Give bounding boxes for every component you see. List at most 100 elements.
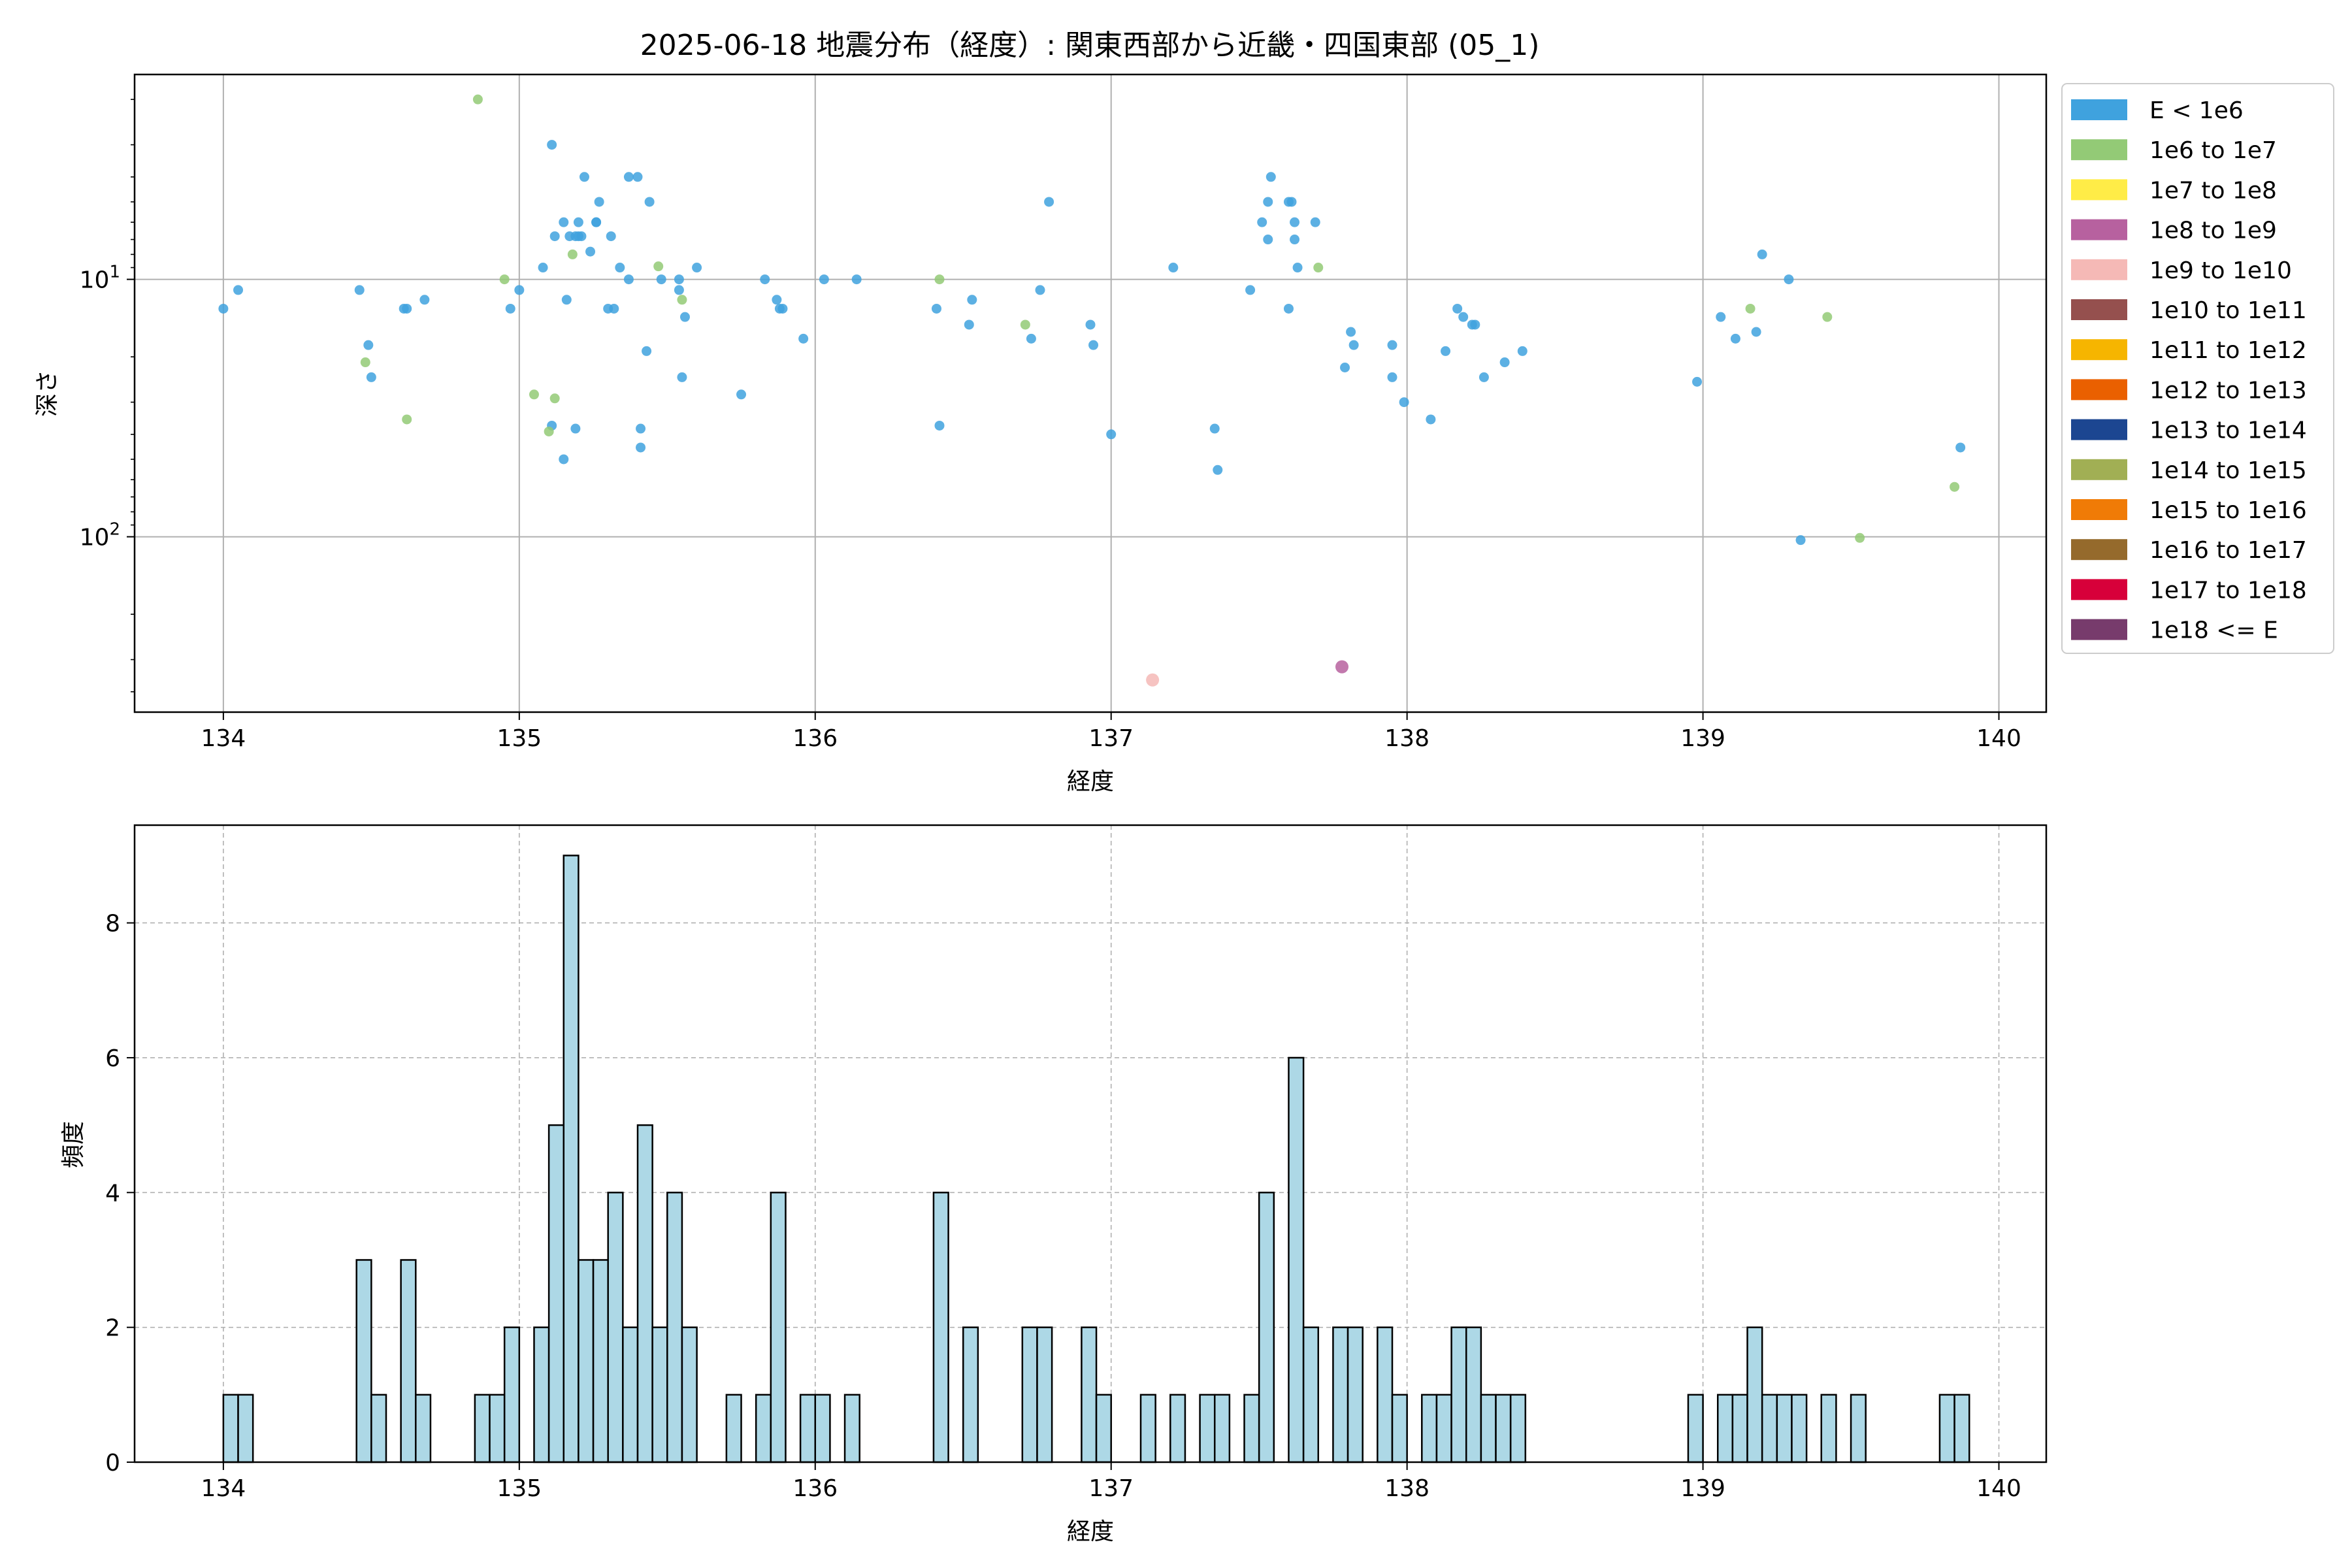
scatter-point — [591, 217, 602, 227]
scatter-point — [1692, 376, 1703, 387]
scatter-gridlines — [135, 74, 2046, 712]
scatter-y-tick-label: 101 — [80, 263, 120, 294]
scatter-point — [674, 274, 684, 285]
histogram-bar — [1021, 1326, 1038, 1463]
histogram-x-tick-label: 139 — [1680, 1475, 1725, 1502]
legend-swatch — [2071, 539, 2127, 561]
scatter-point — [570, 423, 581, 434]
scatter-point — [1340, 362, 1350, 372]
scatter-y-tick-label: 102 — [80, 520, 120, 551]
scatter-point — [233, 285, 244, 295]
histogram-bar — [1169, 1394, 1186, 1463]
histogram-bar — [1938, 1394, 1955, 1463]
histogram-x-tick-label: 138 — [1384, 1475, 1429, 1502]
scatter-point — [363, 340, 374, 350]
scatter-point — [499, 274, 510, 285]
scatter-point — [760, 274, 770, 285]
histogram-bar — [843, 1394, 860, 1463]
histogram-bar — [237, 1394, 254, 1463]
scatter-point — [656, 274, 666, 285]
scatter-point — [1716, 312, 1726, 322]
scatter-point — [644, 197, 655, 207]
histogram-bar — [1761, 1394, 1778, 1463]
histogram-bar — [1243, 1394, 1260, 1463]
histogram-bar — [725, 1394, 742, 1463]
histogram-y-ticks: 0 2 4 6 8 — [105, 911, 135, 1477]
legend-label: 1e16 to 1e17 — [2149, 537, 2307, 564]
legend-label: 1e13 to 1e14 — [2149, 417, 2307, 444]
histogram-bar — [1746, 1326, 1763, 1463]
histogram-bar — [1095, 1394, 1112, 1463]
histogram-bar — [962, 1326, 979, 1463]
histogram-x-ticks: 134 135 136 137 138 139 140 — [201, 1462, 2021, 1502]
legend-label: 1e9 to 1e10 — [2149, 257, 2292, 284]
histogram-bar — [1435, 1394, 1452, 1463]
scatter-point — [1458, 312, 1469, 322]
scatter-point — [1088, 340, 1099, 350]
scatter-point — [366, 372, 376, 382]
scatter-point — [1955, 442, 1966, 453]
scatter-point — [653, 261, 664, 272]
scatter-point — [567, 249, 578, 259]
scatter-point — [679, 312, 690, 322]
scatter-point — [529, 389, 539, 400]
scatter-point — [1387, 372, 1397, 382]
legend-swatch — [2071, 99, 2127, 120]
legend-swatch — [2071, 579, 2127, 600]
legend-label: E < 1e6 — [2149, 97, 2244, 124]
scatter-point — [736, 389, 747, 400]
legend-swatch — [2071, 339, 2127, 361]
histogram-y-tick-label: 0 — [105, 1450, 120, 1477]
histogram-bar — [814, 1394, 831, 1463]
scatter-point — [1213, 465, 1223, 475]
histogram-y-tick-label: 4 — [105, 1180, 120, 1207]
histogram-bar — [1081, 1326, 1098, 1463]
scatter-point — [1026, 333, 1036, 344]
scatter-points — [218, 94, 1966, 687]
legend-label: 1e18 <= E — [2149, 617, 2278, 644]
scatter-point — [934, 274, 945, 285]
legend-swatch — [2071, 259, 2127, 280]
histogram-bar — [547, 1124, 565, 1463]
histogram-bar — [578, 1259, 595, 1463]
scatter-point — [1399, 397, 1409, 408]
histogram-bar — [1953, 1394, 1970, 1463]
histogram-bar — [636, 1124, 653, 1463]
legend-label: 1e11 to 1e12 — [2149, 337, 2307, 364]
scatter-point — [1387, 340, 1397, 350]
scatter-point — [1346, 327, 1356, 337]
scatter-point — [1950, 482, 1960, 492]
histogram-x-tick-label: 134 — [201, 1475, 246, 1502]
histogram-bar — [563, 855, 580, 1463]
scatter-point — [1730, 333, 1740, 344]
scatter-point — [606, 231, 616, 242]
legend-swatch — [2071, 179, 2127, 201]
scatter-point — [964, 319, 974, 330]
scatter-point — [594, 197, 604, 207]
scatter-point — [1348, 340, 1359, 350]
histogram-bar — [1258, 1192, 1275, 1463]
scatter-x-tick-label: 136 — [792, 725, 838, 752]
scatter-axes-frame — [133, 73, 2048, 713]
scatter-point — [538, 263, 548, 273]
scatter-point — [1745, 303, 1756, 314]
histogram-bar — [1377, 1326, 1394, 1463]
histogram-bar — [400, 1259, 417, 1463]
scatter-point — [559, 217, 569, 227]
legend-label: 1e8 to 1e9 — [2149, 218, 2277, 244]
scatter-point — [1266, 172, 1276, 182]
scatter-x-tick-label: 140 — [1976, 725, 2021, 752]
scatter-point — [1209, 423, 1220, 434]
scatter-point — [549, 231, 560, 242]
scatter-point — [623, 274, 634, 285]
histogram-bar — [1036, 1326, 1053, 1463]
histogram-bar — [1421, 1394, 1438, 1463]
histogram-bar — [1450, 1326, 1467, 1463]
histogram-y-axis-label: 頻度 — [60, 1121, 87, 1168]
histogram-bar — [1820, 1394, 1837, 1463]
scatter-point — [1044, 197, 1054, 207]
scatter-point — [1106, 429, 1117, 440]
histogram-bar — [489, 1394, 506, 1463]
scatter-point — [1283, 303, 1294, 314]
